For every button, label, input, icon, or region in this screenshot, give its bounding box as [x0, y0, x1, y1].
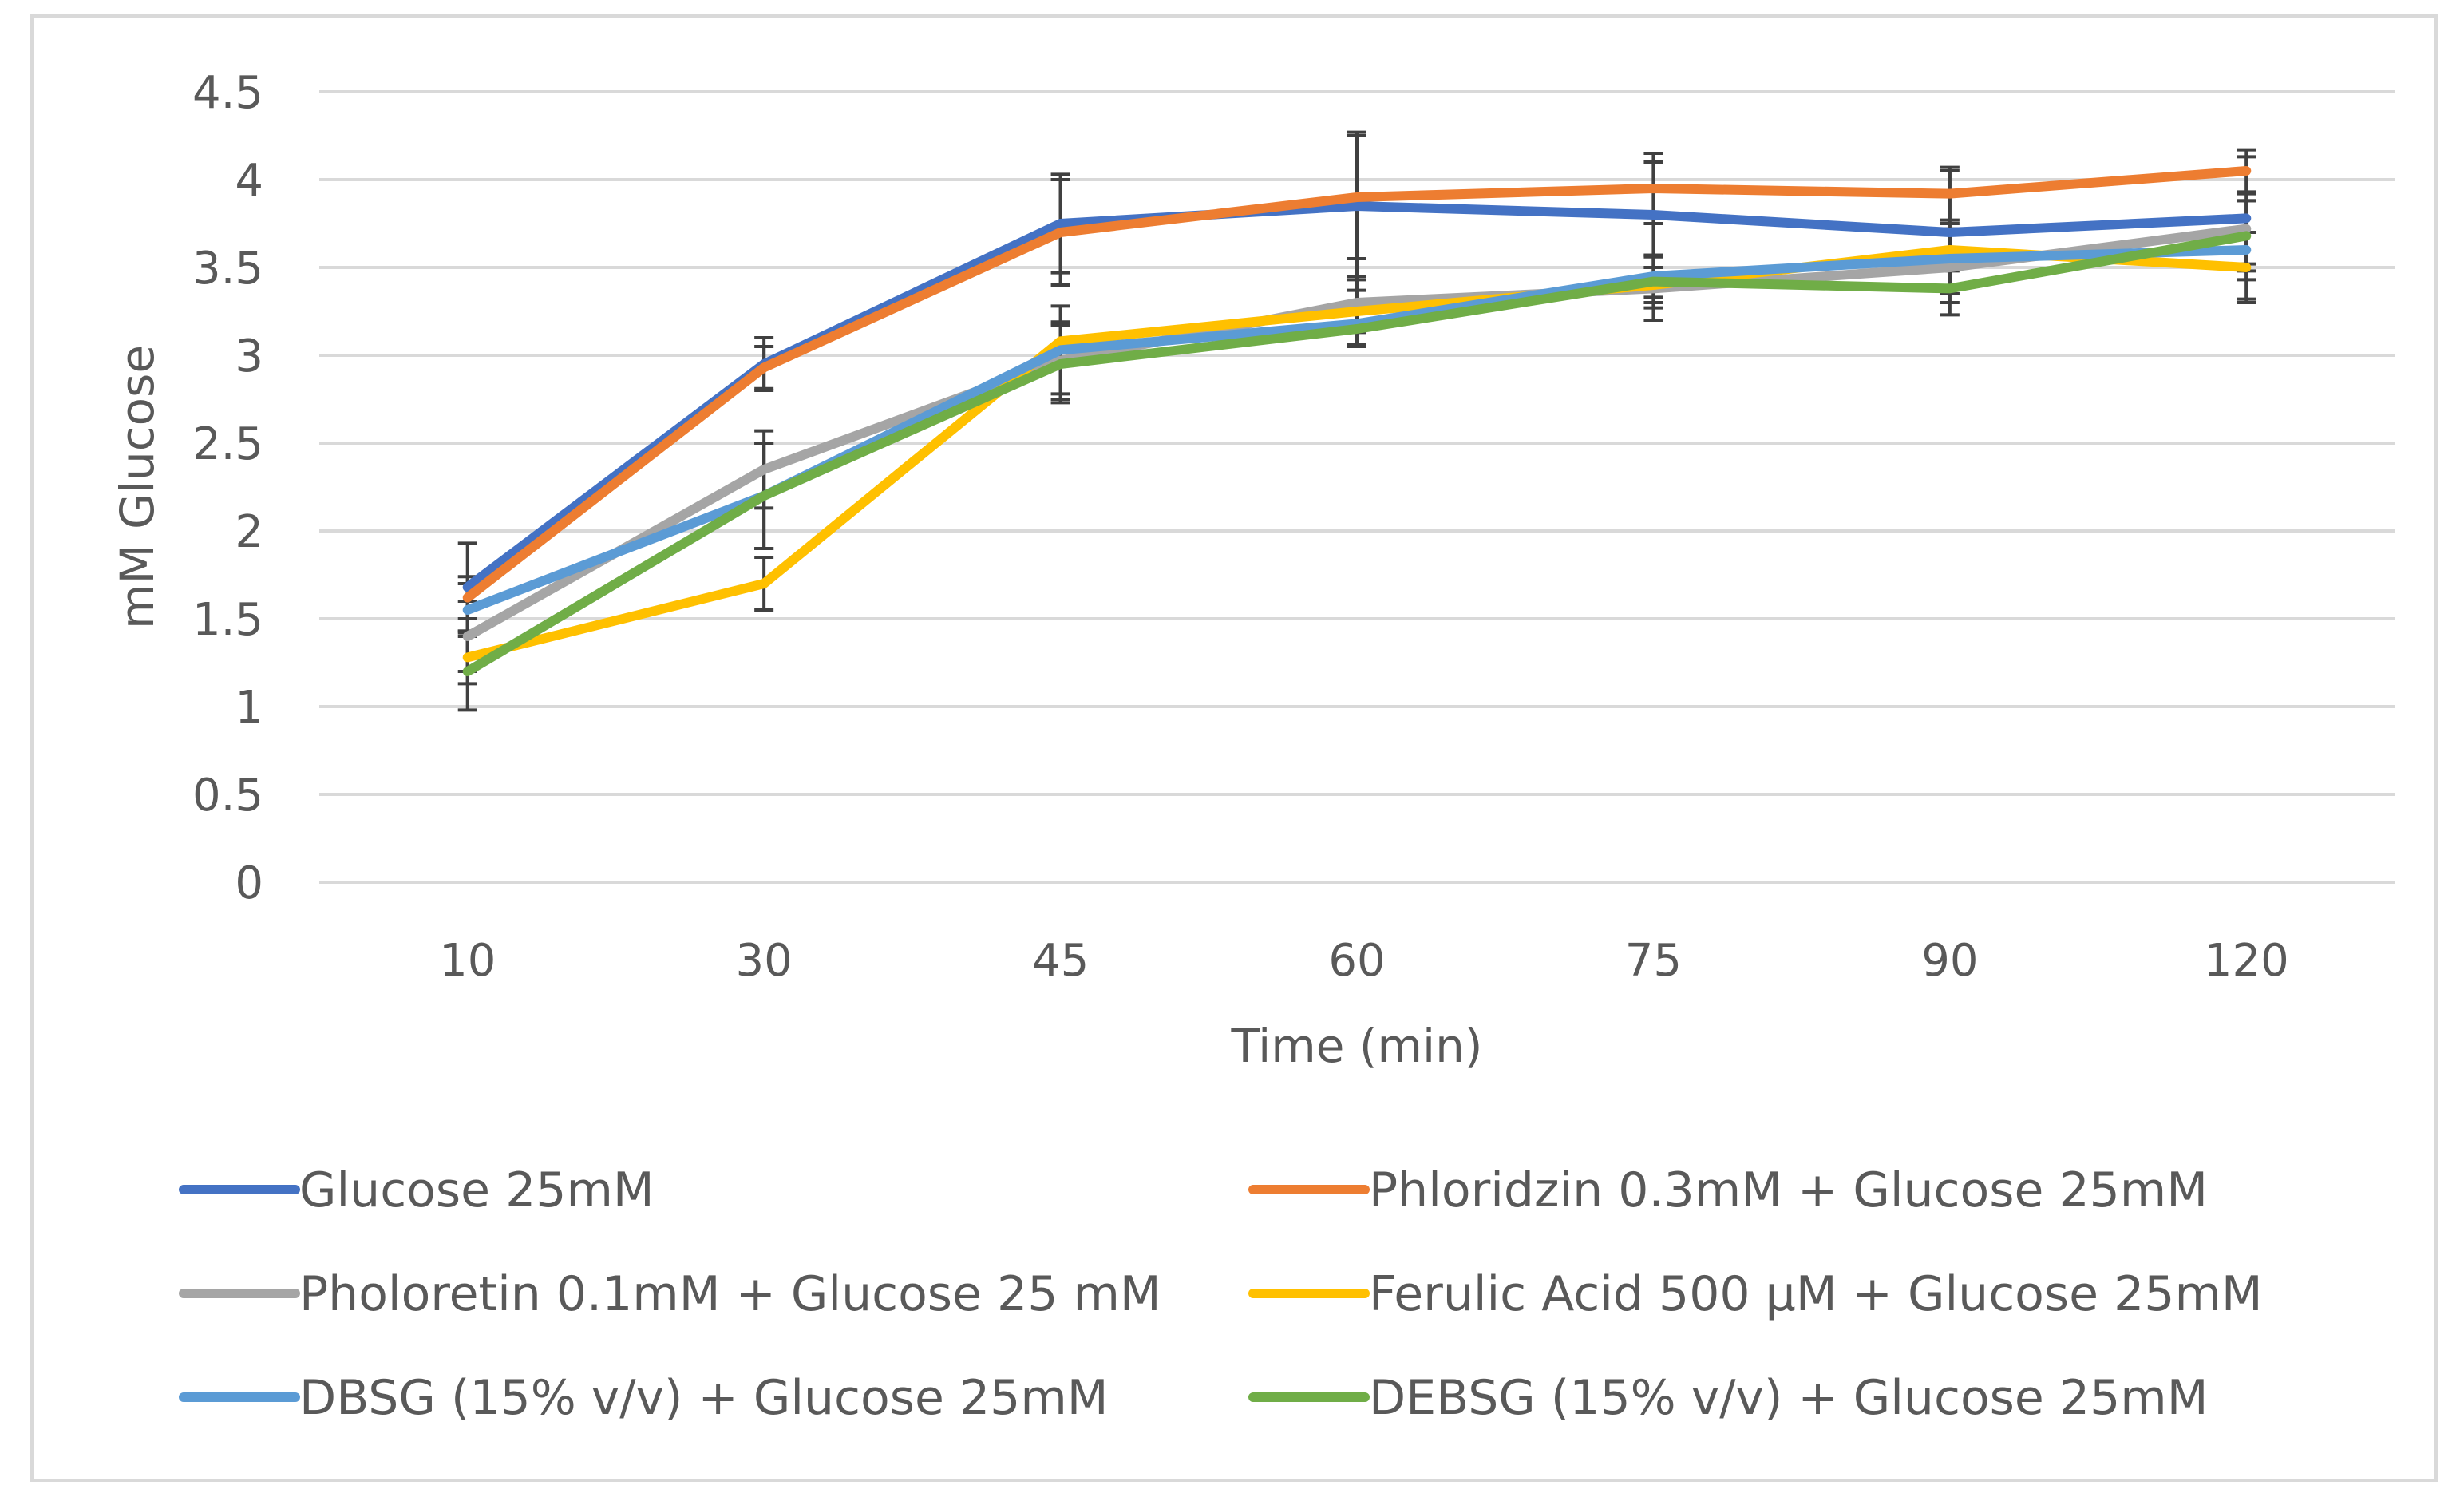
legend-label: DBSG (15% v/v) + Glucose 25mM — [299, 1370, 1109, 1426]
legend-label: Glucose 25mM — [299, 1162, 655, 1218]
x-tick-label: 120 — [2204, 935, 2289, 987]
y-tick-label: 4 — [235, 155, 263, 207]
y-axis-title: mM Glucose — [110, 345, 164, 629]
y-tick-label: 1 — [235, 682, 263, 734]
legend-label: Ferulic Acid 500 µM + Glucose 25mM — [1369, 1266, 2263, 1322]
series-line-3 — [462, 224, 2252, 641]
x-axis-ticks: 10 30 45 60 75 90 120 — [439, 935, 2289, 987]
y-tick-label: 0 — [235, 857, 263, 909]
series-line-6 — [462, 231, 2252, 676]
legend-label: Pholoretin 0.1mM + Glucose 25 mM — [299, 1266, 1161, 1322]
legend-label: Phloridzin 0.3mM + Glucose 25mM — [1369, 1162, 2208, 1218]
x-tick-label: 75 — [1625, 935, 1682, 987]
x-tick-label: 45 — [1032, 935, 1089, 987]
error-bars — [457, 130, 2256, 712]
y-tick-label: 3 — [235, 331, 263, 382]
y-tick-label: 2.5 — [192, 418, 263, 470]
y-tick-label: 1.5 — [192, 594, 263, 646]
y-axis-ticks: 0 0.5 1 1.5 2 2.5 3 3.5 4 4.5 — [192, 67, 263, 909]
y-tick-label: 2 — [235, 506, 263, 558]
y-tick-label: 0.5 — [192, 770, 263, 822]
legend-label: DEBSG (15% v/v) + Glucose 25mM — [1369, 1370, 2208, 1426]
x-tick-label: 10 — [439, 935, 496, 987]
x-tick-label: 90 — [1921, 935, 1978, 987]
y-tick-label: 4.5 — [192, 67, 263, 119]
y-tick-label: 3.5 — [192, 243, 263, 295]
series-line-4 — [462, 245, 2252, 663]
series-line-2 — [462, 166, 2252, 603]
x-tick-label: 30 — [736, 935, 793, 987]
x-axis-title: Time (min) — [1230, 1019, 1482, 1073]
legend: Glucose 25mM Phloridzin 0.3mM + Glucose 2… — [179, 1162, 2263, 1426]
x-tick-label: 60 — [1328, 935, 1385, 987]
series-lines — [462, 166, 2252, 676]
